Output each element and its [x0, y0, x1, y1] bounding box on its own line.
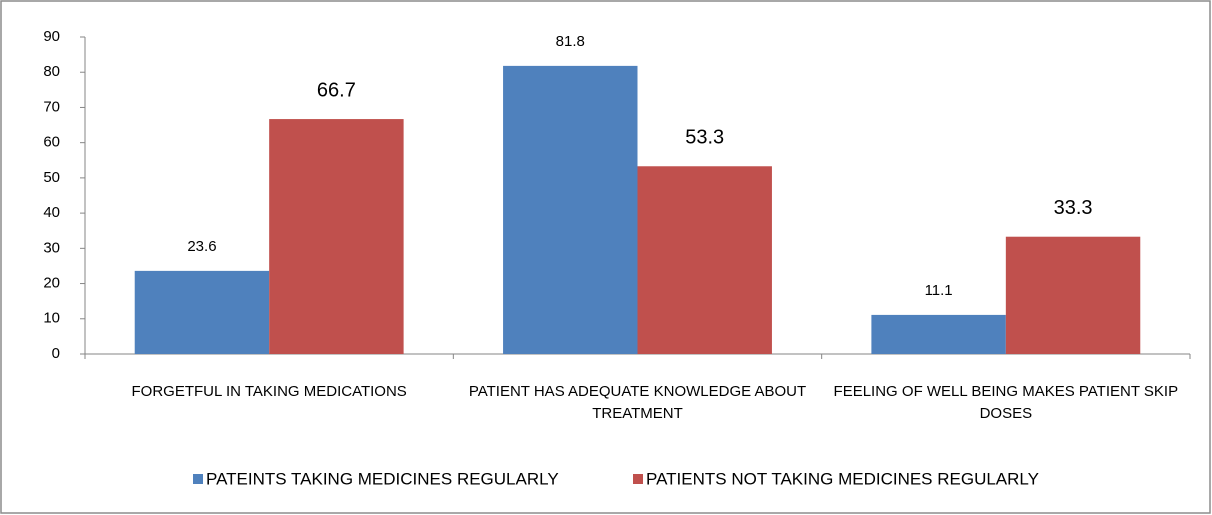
data-label: 53.3 [685, 127, 724, 149]
bar [1005, 236, 1141, 354]
y-tick-label: 80 [43, 63, 60, 80]
legend-label: PATEINTS TAKING MEDICINES REGULARLY [206, 469, 559, 488]
y-tick-label: 70 [43, 98, 60, 115]
y-tick-label: 20 [43, 275, 60, 292]
bar [871, 314, 1006, 354]
y-tick-label: 0 [52, 345, 60, 362]
data-label: 11.1 [925, 282, 953, 299]
data-label: 66.7 [317, 79, 356, 101]
legend-swatch [193, 474, 203, 484]
data-label: 33.3 [1054, 197, 1093, 219]
data-label: 23.6 [187, 238, 216, 255]
y-tick-label: 40 [43, 204, 60, 221]
y-tick-label: 30 [43, 239, 60, 256]
y-tick-label: 50 [43, 169, 60, 186]
x-tick-label: FORGETFUL IN TAKING MEDICATIONS [131, 383, 407, 400]
x-tick-label: PATIENT HAS ADEQUATE KNOWLEDGE ABOUT TRE… [468, 383, 807, 422]
bar [503, 65, 638, 354]
y-tick-label: 90 [43, 28, 60, 45]
legend-label: PATIENTS NOT TAKING MEDICINES REGULARLY [646, 469, 1039, 488]
bar [269, 119, 404, 354]
legend-swatch [633, 474, 643, 484]
data-label: 81.8 [556, 33, 585, 50]
y-tick-label: 60 [43, 134, 60, 151]
y-tick-label: 10 [43, 310, 60, 327]
x-tick-label: FEELING OF WELL BEING MAKES PATIENT SKIP… [833, 383, 1179, 422]
bar [637, 166, 772, 354]
bar [134, 270, 270, 354]
